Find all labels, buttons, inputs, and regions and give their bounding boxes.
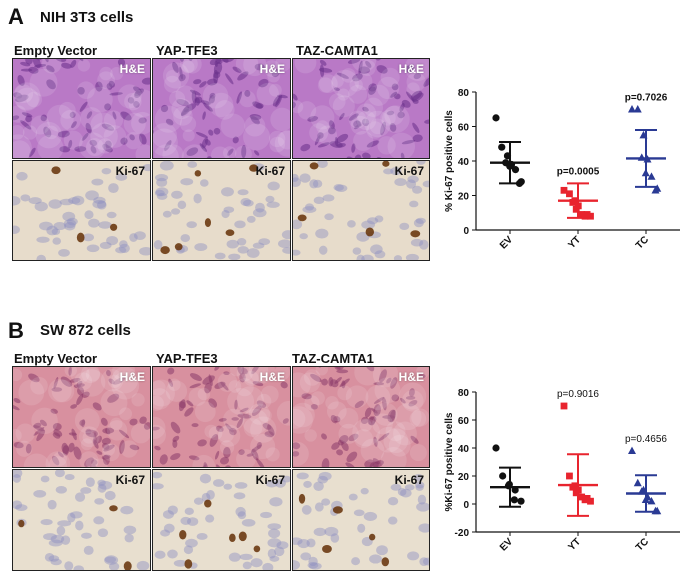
panel-b-he-yap-tfe3-image: H&E bbox=[152, 366, 291, 468]
panel-a-he-taz-camta1-image: H&E bbox=[292, 58, 430, 159]
panel-b-col-empty-vector: Empty Vector bbox=[14, 351, 98, 366]
data-point-tc bbox=[628, 446, 636, 454]
stain-label-he: H&E bbox=[119, 370, 145, 384]
y-tick-label: 40 bbox=[458, 157, 470, 168]
data-point-tc bbox=[633, 105, 642, 113]
x-tick-label-yt: YT bbox=[566, 234, 583, 251]
stain-label-he: H&E bbox=[259, 370, 285, 384]
stain-label-ki67: Ki-67 bbox=[255, 473, 285, 487]
data-point-tc bbox=[633, 478, 642, 487]
data-point-ev bbox=[498, 143, 506, 151]
tissue-texture bbox=[153, 161, 290, 260]
panel-a-letter: A bbox=[8, 4, 24, 29]
panel-a-ki67-taz-camta1-image: Ki-67 bbox=[292, 160, 430, 261]
data-point-yt bbox=[569, 199, 577, 206]
data-point-tc bbox=[647, 497, 656, 505]
y-tick-label: 20 bbox=[458, 192, 470, 203]
data-point-ev bbox=[517, 497, 525, 505]
y-axis-label: %Ki-67 positive cells bbox=[444, 412, 455, 511]
data-point-yt bbox=[560, 402, 568, 410]
stain-label-he: H&E bbox=[398, 370, 424, 384]
data-point-yt bbox=[560, 186, 568, 194]
stain-label-ki67: Ki-67 bbox=[255, 164, 285, 178]
y-tick-label: 40 bbox=[458, 444, 470, 455]
tissue-texture bbox=[293, 59, 429, 158]
tissue-texture bbox=[153, 470, 290, 570]
stain-label-ki67: Ki-67 bbox=[115, 164, 145, 178]
tissue-texture bbox=[293, 367, 429, 467]
data-point-tc bbox=[651, 186, 660, 194]
data-point-tc bbox=[637, 153, 646, 161]
data-point-ev bbox=[492, 444, 500, 452]
data-point-yt bbox=[581, 496, 589, 504]
panel-b-col-taz-camta1: TAZ-CAMTA1 bbox=[292, 351, 374, 366]
tissue-texture bbox=[13, 59, 150, 158]
x-tick-label-ev: EV bbox=[498, 536, 515, 553]
tissue-texture bbox=[153, 367, 290, 467]
data-point-ev bbox=[511, 166, 520, 174]
tissue-texture bbox=[13, 161, 150, 260]
data-point-tc bbox=[628, 105, 636, 113]
pvalue-label-yt: p=0.9016 bbox=[557, 389, 599, 400]
data-point-ev bbox=[499, 472, 507, 480]
panel-b-ki67-yap-tfe3-image: Ki-67 bbox=[152, 469, 291, 571]
panel-a-he-yap-tfe3-image: H&E bbox=[152, 58, 291, 159]
stain-label-he: H&E bbox=[259, 62, 285, 76]
panel-b-ki67-taz-camta1-image: Ki-67 bbox=[292, 469, 430, 571]
data-point-yt bbox=[581, 212, 589, 220]
y-axis-label: % Ki-67 positive cells bbox=[444, 110, 455, 212]
data-point-ev bbox=[510, 496, 518, 504]
panel-a-col-yap-tfe3: YAP-TFE3 bbox=[156, 43, 218, 58]
y-tick-label: 0 bbox=[463, 500, 469, 511]
panel-a-he-empty-vector-image: H&E bbox=[12, 58, 151, 159]
panel-a-title: NIH 3T3 cells bbox=[40, 9, 134, 26]
data-point-yt bbox=[572, 205, 580, 213]
data-point-ev bbox=[492, 114, 500, 122]
panel-a-col-taz-camta1: TAZ-CAMTA1 bbox=[296, 43, 378, 58]
y-tick-label: 20 bbox=[458, 472, 470, 483]
y-tick-label: 60 bbox=[458, 416, 470, 427]
panel-a-col-empty-vector: Empty Vector bbox=[14, 43, 98, 58]
panel-a-ki67-scatter-chart: 0 20 40 60 80% Ki-67 positive cells EV YT p=0.0… bbox=[444, 88, 680, 252]
x-tick-label-tc: TC bbox=[634, 536, 651, 553]
panel-b-ki67-empty-vector-image: Ki-67 bbox=[12, 469, 151, 571]
panel-b-col-yap-tfe3: YAP-TFE3 bbox=[156, 351, 218, 366]
panel-b-ki67-scatter-chart: -20 0 20 40 60 80 %Ki-67 positive cells EV YT p=0… bbox=[444, 388, 680, 554]
tissue-texture bbox=[13, 470, 150, 570]
data-point-tc bbox=[647, 172, 656, 180]
data-point-yt bbox=[587, 497, 594, 505]
tissue-texture bbox=[13, 367, 150, 467]
stain-label-he: H&E bbox=[398, 62, 424, 76]
pvalue-label-yt: p=0.0005 bbox=[557, 166, 600, 177]
x-tick-label-yt: YT bbox=[566, 536, 583, 553]
stain-label-ki67: Ki-67 bbox=[394, 164, 424, 178]
data-point-yt bbox=[566, 472, 573, 480]
data-point-yt bbox=[566, 190, 573, 198]
data-point-yt bbox=[572, 489, 580, 497]
y-tick-label: 0 bbox=[463, 226, 469, 237]
panel-a-ki67-empty-vector-image: Ki-67 bbox=[12, 160, 151, 261]
panel-b-letter: B bbox=[8, 318, 24, 343]
pvalue-label-tc: p=0.7026 bbox=[625, 92, 668, 103]
x-tick-label-tc: TC bbox=[634, 234, 651, 251]
panel-b-title: SW 872 cells bbox=[40, 322, 131, 339]
tissue-texture bbox=[293, 161, 429, 260]
y-tick-label: -20 bbox=[455, 528, 470, 539]
panel-a-ki67-yap-tfe3-image: Ki-67 bbox=[152, 160, 291, 261]
y-tick-label: 60 bbox=[458, 123, 470, 134]
stain-label-he: H&E bbox=[119, 62, 145, 76]
y-tick-label: 80 bbox=[458, 388, 470, 399]
y-tick-label: 80 bbox=[458, 88, 470, 99]
data-point-yt bbox=[587, 212, 594, 220]
data-point-yt bbox=[569, 483, 577, 491]
panel-b-he-empty-vector-image: H&E bbox=[12, 366, 151, 468]
tissue-texture bbox=[153, 59, 290, 158]
tissue-texture bbox=[293, 470, 429, 570]
pvalue-label-tc: p=0.4656 bbox=[625, 434, 667, 445]
panel-b-he-taz-camta1-image: H&E bbox=[292, 366, 430, 468]
stain-label-ki67: Ki-67 bbox=[394, 473, 424, 487]
stain-label-ki67: Ki-67 bbox=[115, 473, 145, 487]
x-tick-label-ev: EV bbox=[498, 234, 515, 251]
